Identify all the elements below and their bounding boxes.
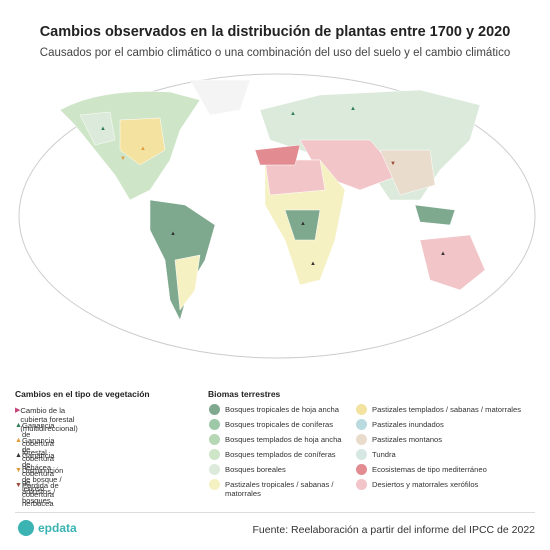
legend-item: Bosques templados de hoja ancha <box>209 434 344 445</box>
legend-swatch <box>209 449 220 460</box>
source: Fuente: Reelaboración a partir del infor… <box>252 524 536 536</box>
legend-label: Ecosistemas de tipo mediterráneo <box>372 465 487 474</box>
legend-label: Ganancia de cobertura hebácea <box>21 436 55 472</box>
legend-title: Cambios en el tipo de vegetación <box>15 389 150 399</box>
legend-item: ▼ Pérdida de cobertura herbácea <box>15 481 59 508</box>
divider <box>15 512 535 513</box>
world-map: ▲ ▲ ▲ ▲ ▲ ▲ ▲ ▼ ▲ ▼ <box>18 73 536 359</box>
logo: epdata <box>18 520 77 536</box>
legend-swatch <box>356 404 367 415</box>
legend-item: ▲ Ganancia de cobertura hebácea <box>15 436 60 472</box>
legend-item: ▲ Ganancia de cobertura forestal <box>15 421 60 457</box>
legend-item: Bosques tropicales de coníferas <box>209 419 344 430</box>
legend-item: Tundra <box>356 449 541 460</box>
legend-symbol: ▼ <box>15 467 22 474</box>
logo-text: epdata <box>38 521 77 535</box>
svg-text:▲: ▲ <box>350 106 356 112</box>
svg-text:▲: ▲ <box>100 126 106 132</box>
legend-symbol: ▲ <box>15 452 22 459</box>
legend-label: Disminución de bosque / leñoso <box>21 466 64 493</box>
legend-swatch <box>209 464 220 475</box>
legend-symbol: ▶ <box>15 407 21 414</box>
svg-text:▼: ▼ <box>120 156 126 162</box>
svg-text:▲: ▲ <box>170 231 176 237</box>
legend-symbol: ▲ <box>15 422 22 429</box>
svg-text:▼: ▼ <box>390 161 396 167</box>
legend-swatch <box>356 434 367 445</box>
legend-item: Ecosistemas de tipo mediterráneo <box>356 464 541 475</box>
legend-label: Bosques tropicales de hoja ancha <box>225 405 339 414</box>
continents <box>59 79 486 321</box>
legend-swatch <box>209 404 220 415</box>
legend-item: Bosques boreales <box>209 464 344 475</box>
legend-item: ▲ Ganancia de cobertura de arbustos / bos… <box>15 451 60 505</box>
legend-label: Pastizales inundados <box>372 420 444 429</box>
legend-item: Pastizales montanos <box>356 434 541 445</box>
legend-item: ▼ Disminución de bosque / leñoso <box>15 466 68 493</box>
legend-label: Bosques tropicales de coníferas <box>225 420 334 429</box>
legend-label: Bosques templados de coníferas <box>225 450 336 459</box>
legend-title: Biomas terrestres <box>208 389 281 399</box>
svg-text:▲: ▲ <box>140 146 146 152</box>
legend-item: Pastizales inundados <box>356 419 541 430</box>
legend-item: Bosques templados de coníferas <box>209 449 344 460</box>
svg-text:▲: ▲ <box>300 221 306 227</box>
title: Cambios observados en la distribución de… <box>39 24 511 40</box>
legend-label: Cambio de la cubierta forestal (multidir… <box>20 406 78 433</box>
legend-item: Desiertos y matorrales xerófilos <box>356 479 541 490</box>
svg-text:▲: ▲ <box>290 111 296 117</box>
legend-swatch <box>356 449 367 460</box>
svg-text:▲: ▲ <box>440 251 446 257</box>
legend-label: Ganancia de cobertura forestal <box>21 421 55 457</box>
legend-label: Pastizales montanos <box>372 435 443 444</box>
legend-label: Pastizales tropicales / sabanas / matorr… <box>225 480 334 498</box>
legend-swatch <box>356 419 367 430</box>
legend-label: Tundra <box>372 450 396 459</box>
observation-markers: ▲ ▲ ▲ ▲ ▲ ▲ ▲ ▼ ▲ ▼ <box>100 106 446 267</box>
legend-item: Bosques tropicales de hoja ancha <box>209 404 344 415</box>
legend-label: Pérdida de cobertura herbácea <box>21 481 59 508</box>
legend-label: Pastizales templados / sabanas / matorra… <box>372 405 521 414</box>
subtitle: Causados por el cambio climático o una c… <box>39 47 511 59</box>
legend-item: Pastizales tropicales / sabanas / matorr… <box>209 479 344 498</box>
legend-symbol: ▲ <box>15 437 22 444</box>
legend-label: Ganancia de cobertura de arbustos / bosq… <box>21 451 56 505</box>
legend-swatch <box>209 479 220 490</box>
legend-item: ▶ Cambio de la cubierta forestal (multidi… <box>15 406 84 433</box>
legend-swatch <box>209 419 220 430</box>
legend-symbol: ▼ <box>15 482 22 489</box>
legend-swatch <box>356 479 367 490</box>
legend-swatch <box>209 434 220 445</box>
legend-swatch <box>356 464 367 475</box>
legend-label: Bosques templados de hoja ancha <box>225 435 342 444</box>
legend-label: Bosques boreales <box>225 465 286 474</box>
legend-label: Desiertos y matorrales xerófilos <box>372 480 479 489</box>
legend-item: Pastizales templados / sabanas / matorra… <box>356 404 541 415</box>
svg-text:▲: ▲ <box>310 261 316 267</box>
